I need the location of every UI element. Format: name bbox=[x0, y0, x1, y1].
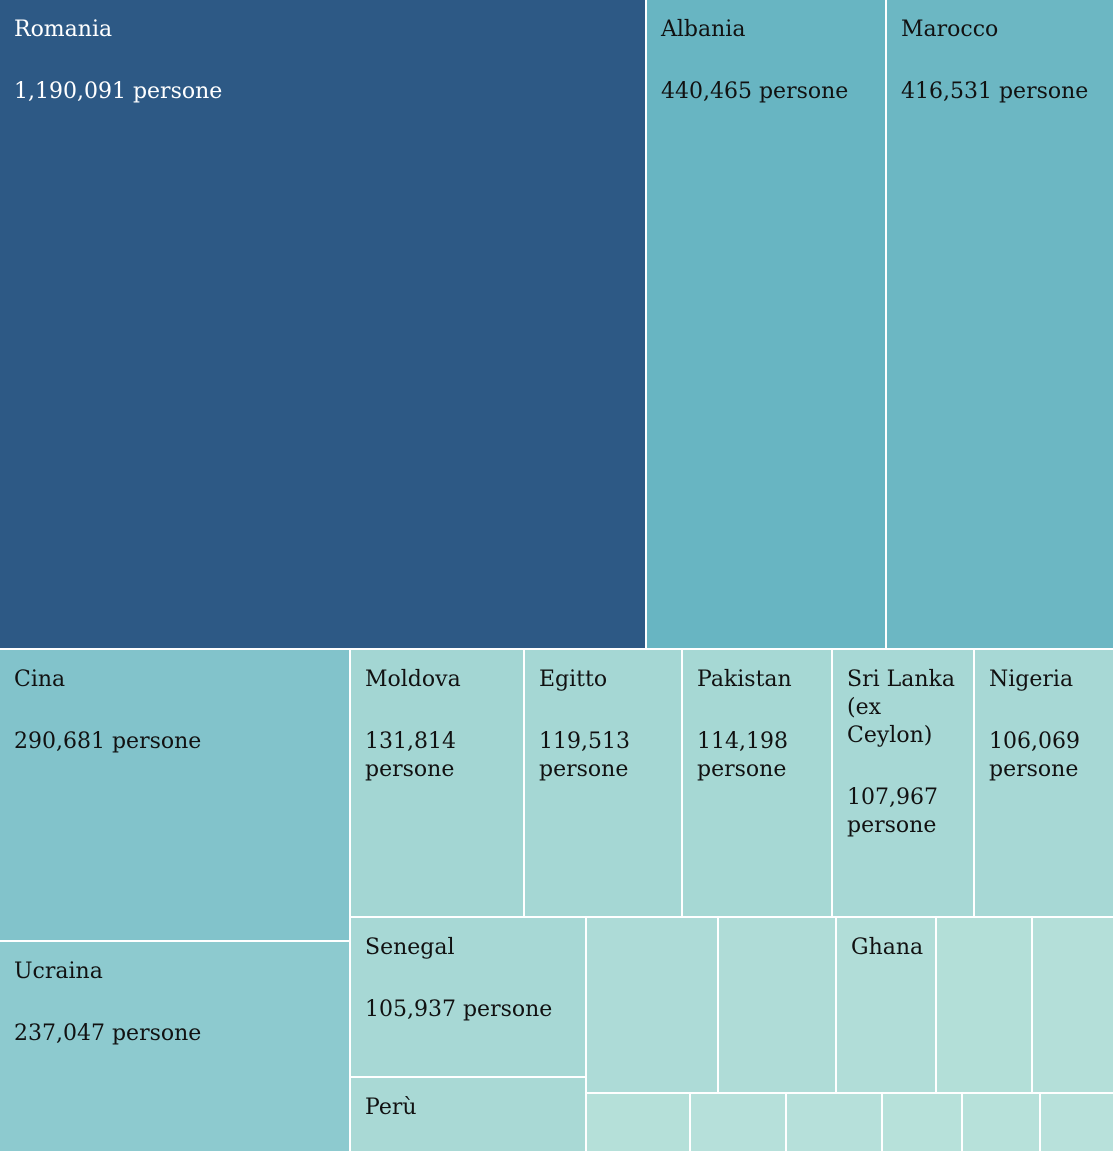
treemap-cell[interactable] bbox=[787, 1094, 883, 1153]
cell-value: 131,814 persone bbox=[365, 729, 456, 782]
treemap-cell[interactable] bbox=[719, 918, 837, 1094]
cell-value: 106,069 persone bbox=[989, 729, 1080, 782]
cell-value: 440,465 persone bbox=[661, 79, 849, 104]
cell-value: 119,513 persone bbox=[539, 729, 630, 782]
cell-value: 107,967 persone bbox=[847, 785, 938, 838]
cell-label: Pakistan bbox=[697, 667, 792, 692]
cell-value: 105,937 persone bbox=[365, 997, 553, 1022]
treemap-cell[interactable] bbox=[587, 918, 719, 1094]
treemap-cell[interactable]: Romania 1,190,091 persone bbox=[0, 0, 647, 650]
treemap-cell[interactable] bbox=[587, 1094, 691, 1153]
treemap-cell[interactable]: Senegal 105,937 persone bbox=[351, 918, 587, 1078]
cell-label: Ghana bbox=[851, 935, 924, 960]
treemap-cell[interactable] bbox=[937, 918, 1033, 1094]
treemap-cell[interactable] bbox=[1033, 918, 1115, 1094]
cell-label: Marocco bbox=[901, 17, 999, 42]
treemap-cell[interactable]: Sri Lanka (ex Ceylon) 107,967 persone bbox=[833, 650, 975, 918]
cell-label: Cina bbox=[14, 667, 66, 692]
treemap-cell[interactable] bbox=[883, 1094, 963, 1153]
cell-label: Romania bbox=[14, 17, 113, 42]
treemap-cell[interactable] bbox=[963, 1094, 1041, 1153]
treemap-cell[interactable]: Perù bbox=[351, 1078, 587, 1153]
cell-value: 114,198 persone bbox=[697, 729, 788, 782]
treemap-cell[interactable]: Ghana bbox=[837, 918, 937, 1094]
treemap-cell[interactable] bbox=[1041, 1094, 1115, 1153]
treemap-cell[interactable]: Pakistan 114,198 persone bbox=[683, 650, 833, 918]
cell-label: Albania bbox=[661, 17, 746, 42]
treemap-cell[interactable]: Ucraina 237,047 persone bbox=[0, 942, 351, 1153]
cell-label: Moldova bbox=[365, 667, 461, 692]
treemap-cell[interactable]: Albania 440,465 persone bbox=[647, 0, 887, 650]
treemap-cell[interactable] bbox=[691, 1094, 787, 1153]
cell-value: 237,047 persone bbox=[14, 1021, 202, 1046]
treemap-cell[interactable]: Cina 290,681 persone bbox=[0, 650, 351, 942]
treemap-cell[interactable]: Nigeria 106,069 persone bbox=[975, 650, 1115, 918]
cell-label: Senegal bbox=[365, 935, 455, 960]
treemap-cell[interactable]: Egitto 119,513 persone bbox=[525, 650, 683, 918]
cell-label: Perù bbox=[365, 1095, 417, 1120]
cell-label: Sri Lanka (ex Ceylon) bbox=[847, 667, 955, 748]
cell-value: 416,531 persone bbox=[901, 79, 1089, 104]
treemap-cell[interactable]: Marocco 416,531 persone bbox=[887, 0, 1115, 650]
treemap-cell[interactable]: Moldova 131,814 persone bbox=[351, 650, 525, 918]
cell-value: 290,681 persone bbox=[14, 729, 202, 754]
cell-label: Nigeria bbox=[989, 667, 1074, 692]
cell-value: 1,190,091 persone bbox=[14, 79, 223, 104]
cell-label: Egitto bbox=[539, 667, 608, 692]
cell-label: Ucraina bbox=[14, 959, 103, 984]
